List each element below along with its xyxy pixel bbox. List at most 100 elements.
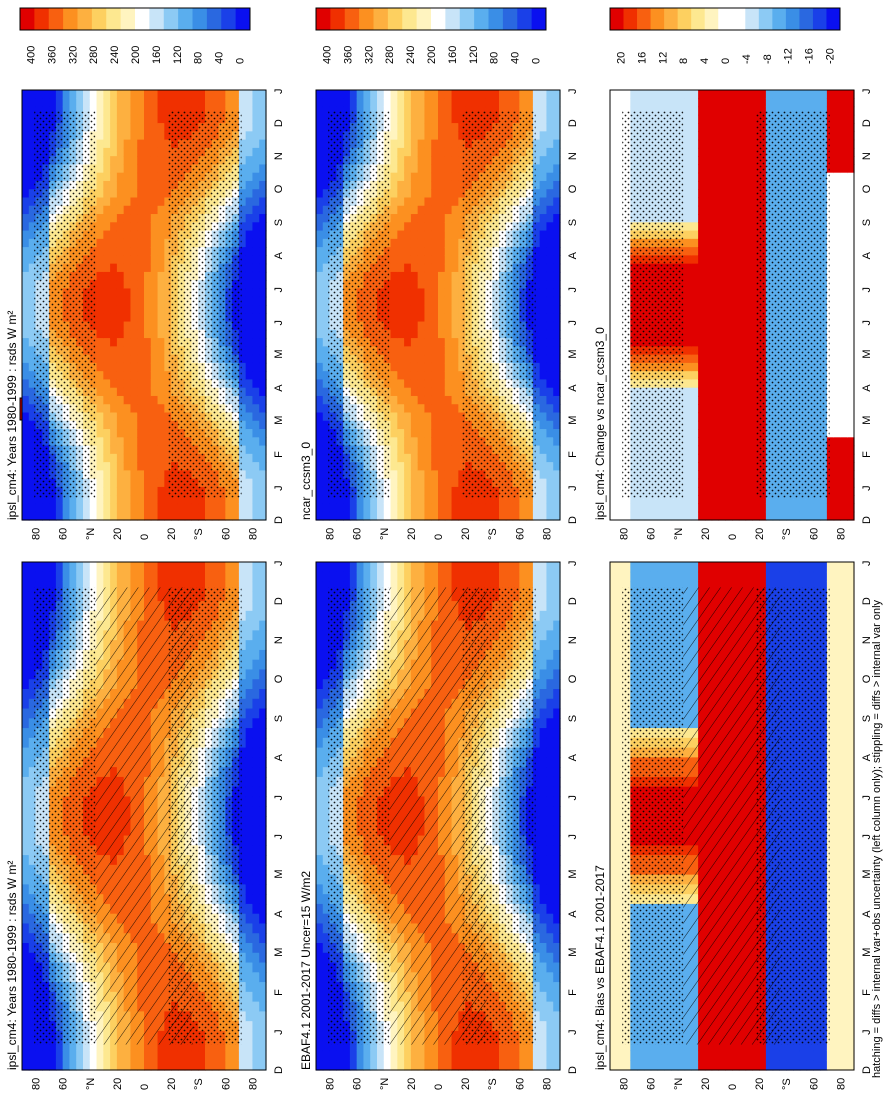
month-tick-label: A [273, 910, 285, 918]
heatmap-cell [22, 855, 30, 866]
heatmap-cell [553, 982, 561, 993]
heatmap-cell [245, 728, 254, 739]
heatmap-cell [22, 874, 30, 885]
heatmap-cell [539, 806, 548, 817]
heatmap-cell [417, 562, 426, 573]
heatmap-cell [553, 1001, 561, 1012]
heatmap-cell [458, 562, 466, 573]
heatmap-cell [245, 786, 254, 798]
heatmap-cell [322, 1050, 331, 1061]
heatmap-cell [245, 610, 254, 622]
heatmap-cell [377, 1050, 385, 1061]
heatmap-cell [438, 581, 446, 592]
heatmap-cell [316, 835, 324, 846]
heatmap-cell [610, 786, 618, 798]
heatmap-cell [252, 1001, 260, 1012]
heatmap-cell [424, 1050, 432, 1061]
heatmap-cell [157, 1060, 165, 1071]
heatmap-cell [259, 864, 267, 876]
heatmap-cell [245, 669, 254, 680]
heatmap-cell [349, 1050, 358, 1061]
heatmap-cell [245, 991, 254, 1003]
heatmap-cell [28, 728, 37, 739]
heatmap-cell [539, 757, 548, 768]
heatmap-cell [343, 571, 351, 583]
heatmap-cell [259, 562, 267, 573]
heatmap-cell [505, 1060, 514, 1071]
heatmap-cell [539, 571, 548, 583]
heatmap-cell [610, 737, 618, 749]
heatmap-cell [546, 835, 554, 846]
heatmap-cell [198, 1050, 206, 1061]
heatmap-cell [553, 835, 561, 846]
heatmap-cell [444, 562, 453, 573]
heatmap-cell [610, 708, 618, 719]
heatmap-cell [539, 991, 548, 1003]
heatmap-cell [316, 689, 324, 700]
heatmap-cell [546, 747, 554, 758]
heatmap-cell [259, 952, 267, 964]
lat-tick-label: °S [193, 1078, 205, 1090]
heatmap-cell [22, 562, 30, 573]
heatmap-cell [539, 747, 548, 758]
heatmap-cell [553, 737, 561, 749]
lat-tick-label: °N [85, 1078, 97, 1090]
heatmap-cell [28, 689, 37, 700]
heatmap-cell [238, 669, 247, 680]
heatmap-cell [252, 630, 260, 641]
heatmap-cell [745, 1060, 753, 1071]
heatmap-cell [238, 1050, 247, 1061]
heatmap-cell [539, 1040, 548, 1052]
heatmap-cell [526, 1050, 534, 1061]
heatmap-cell [451, 1060, 459, 1071]
heatmap-cell [22, 923, 30, 934]
heatmap-cell [671, 1060, 679, 1071]
heatmap-cell [252, 1021, 260, 1032]
heatmap-panel-0: 80 60 °N 20 0 20 °S 60 80DJFMAMJJASONDJipsl_cm4:… [5, 397, 285, 1090]
heatmap-cell [316, 571, 324, 583]
heatmap-cell [431, 1050, 439, 1061]
lat-tick-label: 80 [541, 1078, 553, 1090]
heatmap-cell [329, 571, 337, 583]
heatmap-cell [252, 972, 260, 983]
heatmap-cell [546, 806, 554, 817]
heatmap-cell [28, 943, 37, 954]
heatmap-cell [245, 767, 254, 778]
heatmap-cell [232, 1050, 240, 1061]
heatmap-cell [711, 1060, 720, 1071]
heatmap-cell [110, 1050, 118, 1061]
heatmap-cell [22, 943, 30, 954]
heatmap-cell [397, 1040, 405, 1052]
heatmap-cell [546, 952, 554, 964]
heatmap-cell [259, 933, 267, 944]
heatmap-cell [664, 1060, 672, 1071]
heatmap-cell [137, 1040, 145, 1052]
heatmap-cell [177, 562, 186, 573]
heatmap-cell [610, 933, 618, 944]
heatmap-cell [22, 610, 30, 622]
panel-title: EBAF4.1 2001-2017 Uncer=15 W/m2 [299, 871, 313, 1070]
heatmap-cell [28, 562, 37, 573]
heatmap-cell [316, 581, 324, 592]
heatmap-cell [410, 581, 419, 592]
heatmap-cell [553, 991, 561, 1003]
month-tick-label: O [273, 674, 285, 683]
month-tick-label: J [567, 561, 579, 567]
heatmap-cell [245, 1040, 254, 1052]
heatmap-cell [363, 1040, 371, 1052]
heatmap-cell [245, 903, 254, 915]
heatmap-cell [356, 581, 365, 592]
heatmap-cell [28, 874, 37, 885]
heatmap-cell [316, 816, 324, 827]
heatmap-cell [245, 1021, 254, 1032]
heatmap-cell [238, 747, 247, 758]
heatmap-cell [451, 1050, 459, 1061]
heatmap-cell [22, 796, 30, 807]
heatmap-cell [519, 562, 527, 573]
lat-tick-label: 60 [58, 1078, 70, 1090]
heatmap-cell [553, 591, 561, 602]
heatmap-cell [55, 1040, 64, 1052]
heatmap-cell [671, 1050, 679, 1061]
heatmap-cell [329, 1040, 337, 1052]
